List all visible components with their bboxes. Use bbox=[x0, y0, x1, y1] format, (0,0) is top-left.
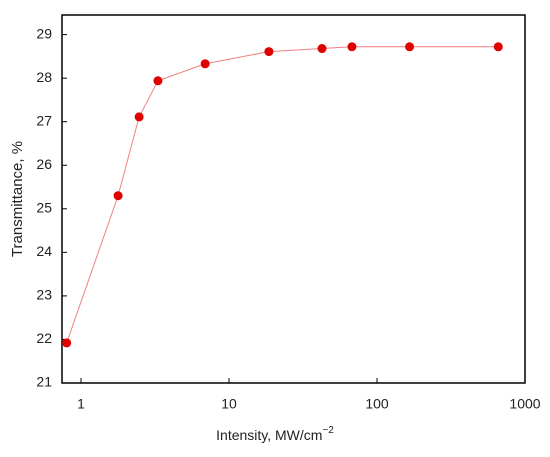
y-tick-label: 25 bbox=[36, 200, 52, 216]
y-axis-label: Transmittance, % bbox=[9, 141, 26, 257]
x-tick-label: 1000 bbox=[509, 396, 540, 412]
x-axis-label-superscript: −2 bbox=[322, 425, 334, 436]
series-line bbox=[66, 46, 499, 344]
y-tick-label: 27 bbox=[36, 112, 52, 128]
data-point bbox=[134, 112, 144, 122]
x-tick-label: 100 bbox=[365, 396, 389, 412]
data-point bbox=[493, 42, 503, 52]
data-point bbox=[153, 76, 163, 86]
y-tick-label: 21 bbox=[36, 374, 52, 390]
x-tick-label: 10 bbox=[221, 396, 237, 412]
plot-frame bbox=[61, 14, 526, 384]
y-tick-label: 28 bbox=[36, 69, 52, 85]
x-axis-label-text: Intensity, MW/cm bbox=[216, 427, 322, 443]
x-axis-label: Intensity, MW/cm−2 bbox=[216, 425, 334, 443]
y-tick-label: 23 bbox=[36, 287, 52, 303]
data-point bbox=[62, 338, 72, 348]
x-tick-label: 1 bbox=[77, 396, 85, 412]
data-point bbox=[347, 42, 357, 52]
y-tick-label: 29 bbox=[36, 25, 52, 41]
y-tick-label: 24 bbox=[36, 243, 52, 259]
data-point bbox=[200, 59, 210, 69]
y-tick-label: 26 bbox=[36, 156, 52, 172]
data-point bbox=[113, 191, 123, 201]
data-point bbox=[264, 47, 274, 57]
data-point bbox=[405, 42, 415, 52]
y-tick-label: 22 bbox=[36, 330, 52, 346]
data-point bbox=[317, 44, 327, 54]
